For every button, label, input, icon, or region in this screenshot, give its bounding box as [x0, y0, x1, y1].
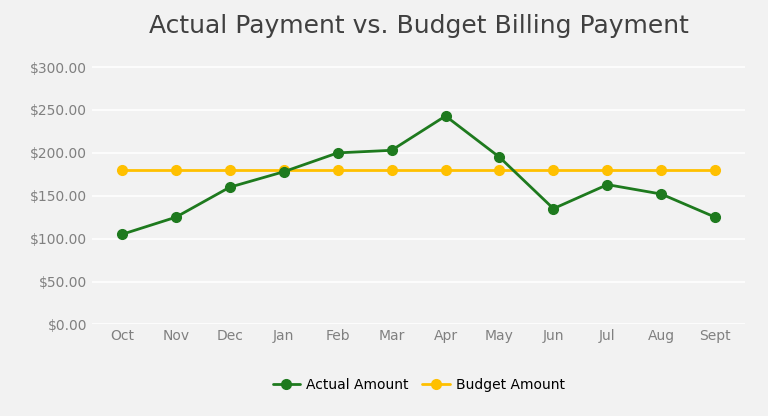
Budget Amount: [171, 168, 180, 173]
Budget Amount: [225, 168, 234, 173]
Actual Amount: [387, 148, 396, 153]
Title: Actual Payment vs. Budget Billing Payment: Actual Payment vs. Budget Billing Paymen…: [149, 14, 688, 38]
Actual Amount: [495, 155, 504, 160]
Line: Budget Amount: Budget Amount: [117, 165, 720, 175]
Budget Amount: [549, 168, 558, 173]
Budget Amount: [333, 168, 343, 173]
Actual Amount: [441, 114, 450, 119]
Budget Amount: [441, 168, 450, 173]
Actual Amount: [279, 169, 288, 174]
Actual Amount: [118, 232, 127, 237]
Budget Amount: [279, 168, 288, 173]
Actual Amount: [603, 182, 612, 187]
Actual Amount: [710, 215, 720, 220]
Actual Amount: [171, 215, 180, 220]
Budget Amount: [657, 168, 666, 173]
Legend: Actual Amount, Budget Amount: Actual Amount, Budget Amount: [267, 373, 570, 398]
Actual Amount: [333, 150, 343, 155]
Budget Amount: [603, 168, 612, 173]
Line: Actual Amount: Actual Amount: [117, 111, 720, 239]
Budget Amount: [387, 168, 396, 173]
Budget Amount: [495, 168, 504, 173]
Budget Amount: [118, 168, 127, 173]
Actual Amount: [225, 185, 234, 190]
Actual Amount: [657, 191, 666, 196]
Actual Amount: [549, 206, 558, 211]
Budget Amount: [710, 168, 720, 173]
